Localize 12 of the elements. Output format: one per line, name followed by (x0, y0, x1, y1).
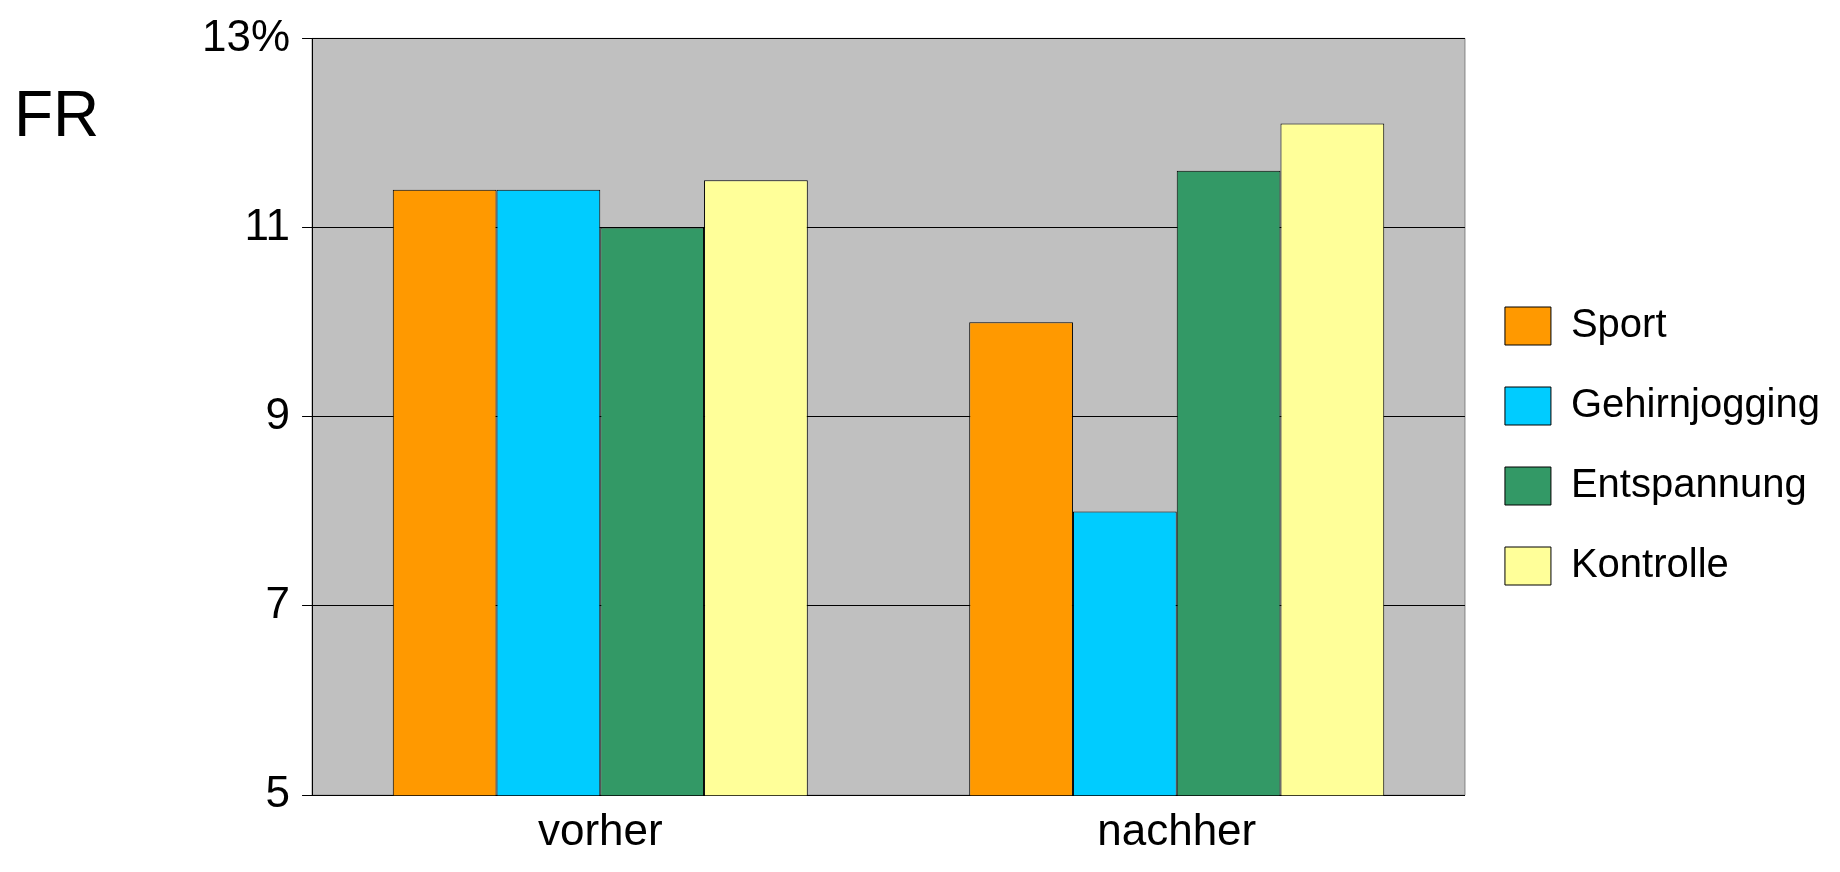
y-tick-label: 5 (265, 767, 291, 817)
y-tick-label: 11 (244, 199, 291, 249)
legend-label: Entspannung (1570, 461, 1807, 506)
x-tick-label: vorher (537, 804, 663, 854)
y-tick-label: 7 (265, 578, 291, 628)
y-tick-label: 9 (265, 388, 291, 438)
legend-label: Gehirnjogging (1570, 381, 1820, 426)
x-tick-label: nachher (1097, 804, 1257, 854)
legend-label: Sport (1570, 301, 1667, 346)
legend-label: Kontrolle (1570, 541, 1729, 586)
y-axis-title: FR (14, 77, 100, 150)
y-tick-label: 13% (201, 10, 291, 60)
